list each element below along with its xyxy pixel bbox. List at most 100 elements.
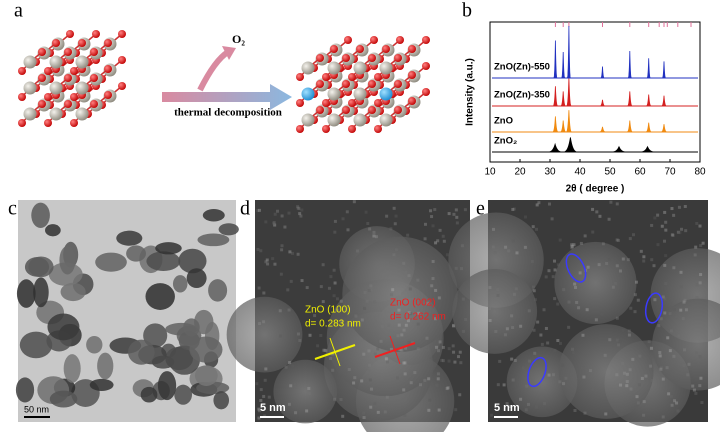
noise xyxy=(532,328,536,332)
oxygen-atom xyxy=(374,125,382,133)
noise xyxy=(615,338,619,342)
noise xyxy=(296,205,300,209)
noise xyxy=(558,238,562,242)
noise xyxy=(266,262,270,266)
noise xyxy=(402,368,406,372)
noise xyxy=(429,209,433,213)
noise xyxy=(451,344,455,348)
oxygen-atom xyxy=(18,119,26,127)
series-label: ZnO₂ xyxy=(494,136,517,147)
noise xyxy=(434,288,438,292)
noise xyxy=(459,361,463,365)
oxygen-atom xyxy=(394,54,402,62)
noise xyxy=(273,212,277,216)
noise xyxy=(373,401,377,405)
oxygen-atom xyxy=(370,36,378,44)
noise xyxy=(416,347,420,351)
noise xyxy=(362,416,366,420)
peak xyxy=(626,120,633,133)
noise xyxy=(258,322,262,326)
noise xyxy=(535,405,539,409)
nanoparticle xyxy=(116,230,143,246)
oxygen-atom xyxy=(70,67,78,75)
noise xyxy=(289,279,293,283)
oxygen-atom xyxy=(374,99,382,107)
noise xyxy=(607,258,611,262)
noise xyxy=(488,307,492,311)
noise xyxy=(527,309,531,313)
noise xyxy=(547,269,551,273)
nanoparticle xyxy=(342,236,458,353)
noise xyxy=(615,373,619,377)
defect-marker xyxy=(527,356,547,388)
zinc-atom xyxy=(301,87,315,101)
oxygen-atom xyxy=(296,73,304,81)
noise xyxy=(407,311,411,315)
oxygen-atom xyxy=(64,48,72,56)
noise xyxy=(389,347,393,351)
noise xyxy=(671,233,675,237)
noise xyxy=(591,207,595,211)
noise xyxy=(352,381,356,385)
noise xyxy=(436,377,440,381)
noise xyxy=(423,237,427,241)
plot-frame xyxy=(489,21,701,163)
noise xyxy=(601,242,605,246)
noise xyxy=(355,249,359,253)
noise xyxy=(430,215,434,219)
noise xyxy=(629,306,633,310)
noise xyxy=(345,210,349,214)
noise xyxy=(319,285,323,289)
noise xyxy=(370,387,374,391)
oxygen-atom xyxy=(316,54,324,62)
noise xyxy=(661,295,665,299)
x-tick-label: 70 xyxy=(664,167,676,178)
noise xyxy=(368,227,372,231)
x-tick-label: 50 xyxy=(604,167,616,178)
noise xyxy=(570,243,574,247)
noise xyxy=(695,221,699,225)
noise xyxy=(523,245,527,249)
nanoparticle xyxy=(213,391,230,410)
noise xyxy=(511,378,515,382)
plane-label: ZnO (002) xyxy=(390,298,436,309)
noise xyxy=(670,207,674,211)
noise xyxy=(537,201,541,205)
noise xyxy=(521,366,525,370)
noise xyxy=(431,224,435,228)
noise xyxy=(406,233,410,237)
noise xyxy=(402,261,406,265)
x-tick-label: 80 xyxy=(694,167,706,178)
noise xyxy=(363,337,367,341)
panel-label: d xyxy=(240,198,250,220)
series-label: ZnO xyxy=(494,116,513,127)
noise xyxy=(263,378,267,382)
noise xyxy=(367,349,371,353)
noise xyxy=(609,390,613,394)
noise xyxy=(607,217,611,221)
noise xyxy=(635,395,639,399)
peak xyxy=(600,99,605,107)
nanoparticle xyxy=(178,248,207,274)
noise xyxy=(405,363,409,367)
noise xyxy=(403,372,407,376)
zinc-atom xyxy=(353,87,367,101)
noise xyxy=(407,340,411,344)
noise xyxy=(423,378,427,382)
noise xyxy=(603,353,607,357)
noise xyxy=(515,251,519,255)
noise xyxy=(386,364,390,368)
noise xyxy=(619,383,623,387)
nanoparticle xyxy=(151,355,175,369)
noise xyxy=(452,324,456,328)
noise xyxy=(368,363,372,367)
nanoparticle xyxy=(59,246,76,275)
noise xyxy=(684,308,688,312)
noise xyxy=(367,369,371,373)
noise xyxy=(638,354,642,358)
noise xyxy=(409,312,413,316)
noise xyxy=(458,393,462,397)
noise xyxy=(699,273,703,277)
oxygen-atom xyxy=(44,119,52,127)
noise xyxy=(406,319,410,323)
